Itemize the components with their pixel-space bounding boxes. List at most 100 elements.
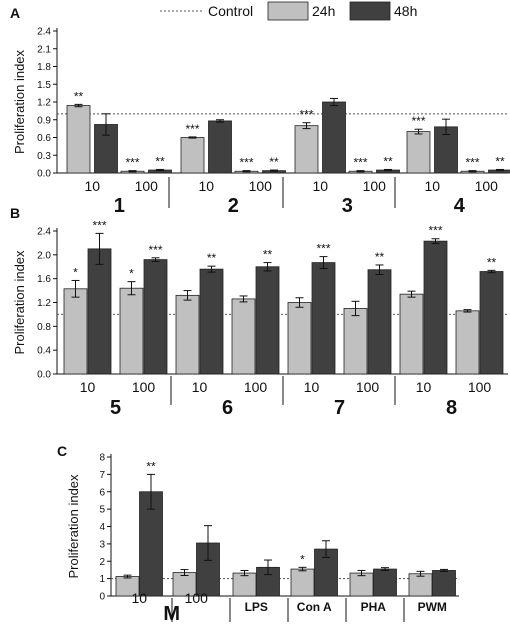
panel-B: B Proliferation index 0.0 0.4 0.8 1.2 1.6 2.0 2.… [10,205,508,419]
bar-48h [311,262,336,375]
bar-24h [231,298,256,375]
bar-48h [432,570,456,597]
group-label: 8 [446,397,457,419]
legend-48h-label: 48h [394,3,417,19]
significance-label: ** [155,154,165,168]
significance-label: * [73,265,78,279]
group-label: PWM [418,600,447,614]
panel-letter: A [10,5,20,21]
y-tick-label: 2.4 [37,227,51,238]
bar-24h [66,105,91,174]
x-tick-label: 100 [135,178,159,194]
x-tick-label: 100 [356,379,380,395]
group-label: 2 [228,195,239,217]
y-tick-label: 3 [99,539,105,550]
y-axis-label: Proliferation index [12,250,27,355]
x-tick-label: 100 [475,178,499,194]
y-tick-label: 0.0 [37,169,51,180]
significance-label: ** [495,154,505,168]
group-label: 5 [110,397,121,419]
y-axis-label: Proliferation index [12,49,27,154]
y-tick-label: 7 [99,470,105,481]
significance-label: ** [263,248,273,262]
y-tick-label: 1 [99,574,105,585]
bar-24h [119,287,144,375]
significance-label: * [300,552,305,566]
y-tick-label: 0.4 [37,346,51,357]
y-tick-label: 0.6 [37,133,51,144]
panel-letter: B [10,205,20,221]
y-axis-label: Proliferation index [66,474,81,579]
bar-24h [175,294,200,375]
bar-48h [423,240,448,375]
y-tick-label: 5 [99,505,105,516]
bar-24h [232,572,257,597]
x-tick-label: 10 [192,379,208,395]
bar-48h [143,259,168,375]
bar-48h [199,268,224,375]
y-tick-label: 0.9 [37,115,51,126]
bar-24h [343,308,368,375]
panel-C: C Proliferation index 0 1 2 3 4 5 6 7 8 ** 10 100 M LPS… [57,443,459,624]
group-label: Con A [297,600,332,614]
significance-label: *** [353,156,367,170]
x-tick-label: 10 [84,178,100,194]
y-tick-label: 0 [99,592,105,603]
x-tick-label: 10 [424,178,440,194]
y-tick-label: 2 [99,557,105,568]
x-tick-label: 100 [244,379,268,395]
significance-label: *** [316,242,330,256]
significance-label: ** [375,250,385,264]
bar-48h [255,266,280,375]
bar-24h [399,293,424,375]
legend-48h-swatch [349,1,391,21]
y-tick-label: 2.0 [37,250,51,261]
y-tick-label: 8 [99,453,105,464]
significance-label: ** [383,154,393,168]
x-tick-label: 10 [312,178,328,194]
legend-24h-label: 24h [312,3,335,19]
panel-letter: C [57,443,67,459]
y-tick-label: 1.5 [37,80,51,91]
legend-control-label: Control [208,3,253,19]
group-label: PHA [361,600,387,614]
y-tick-label: 1.2 [37,298,51,309]
bar-48h [322,101,346,174]
bar-48h [367,269,392,375]
significance-label: ** [146,459,156,473]
y-tick-label: 2.4 [37,27,51,38]
group-label: 1 [114,195,125,217]
significance-label: *** [428,224,442,238]
y-tick-label: 2.1 [37,44,51,55]
panels: A Proliferation index 0.0 0.3 0.6 0.9 1.2 1.5 1.… [10,5,510,624]
bar-24h [408,573,433,597]
group-label: 6 [222,397,233,419]
group-label: LPS [245,600,268,614]
significance-label: *** [92,218,106,232]
significance-label: * [129,267,134,281]
group-label: 7 [334,397,345,419]
x-tick-label: 10 [304,379,320,395]
significance-label: *** [148,243,162,257]
y-tick-label: 0.3 [37,151,51,162]
bar-24h [287,302,312,375]
legend: Control 24h 48h [160,1,417,21]
bar-48h [479,271,504,375]
significance-label: ** [487,255,497,269]
panel-A: A Proliferation index 0.0 0.3 0.6 0.9 1.2 1.5 1.… [10,5,510,217]
x-tick-label: 10 [80,379,96,395]
x-tick-label: 100 [363,178,387,194]
y-tick-label: 1.6 [37,274,51,285]
bar-48h [208,120,232,174]
significance-label: *** [299,108,313,122]
bar-24h [294,125,319,174]
x-tick-label: 10 [198,178,214,194]
y-tick-label: 1.2 [37,98,51,109]
significance-label: *** [465,156,479,170]
bar-24h [180,137,205,174]
significance-label: *** [239,156,253,170]
significance-label: *** [185,122,199,136]
bar-48h [87,248,112,375]
legend-24h-swatch [267,1,309,21]
